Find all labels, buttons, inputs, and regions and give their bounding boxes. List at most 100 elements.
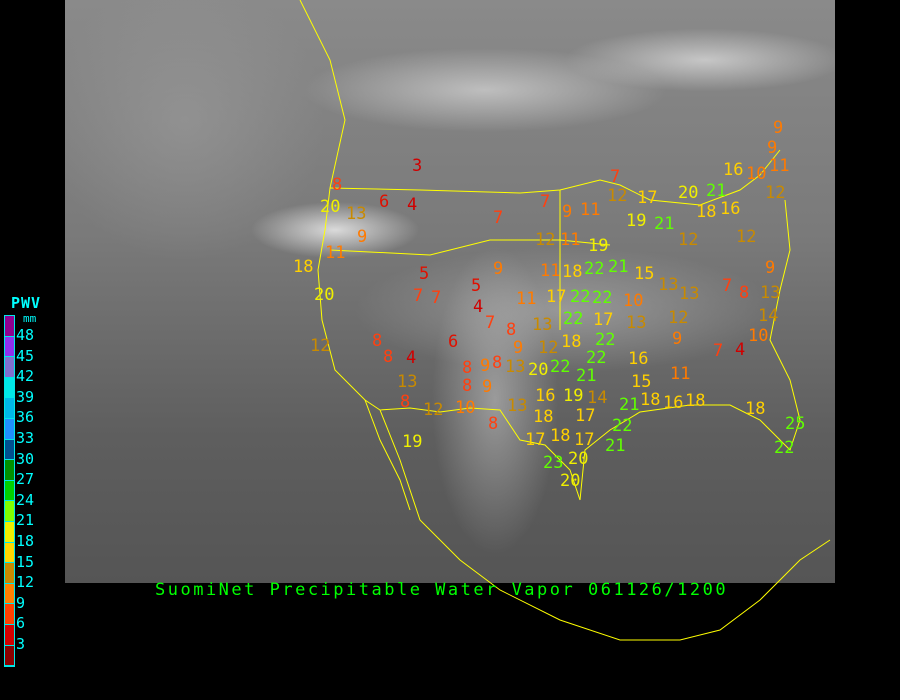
- station-pwv-value: 20: [314, 284, 335, 305]
- station-pwv-value: 11: [540, 260, 561, 281]
- legend-swatch: [5, 563, 14, 584]
- legend-swatch: [5, 377, 14, 399]
- station-pwv-value: 18: [745, 398, 766, 419]
- station-pwv-value: 11: [516, 288, 537, 309]
- station-pwv-value: 8: [492, 352, 503, 373]
- legend-label: 18: [16, 532, 35, 550]
- legend-swatch: [5, 624, 14, 646]
- legend-label: 9: [16, 593, 26, 612]
- station-pwv-value: 10: [746, 163, 767, 184]
- legend-swatch: [5, 398, 14, 419]
- station-pwv-value: 6: [448, 331, 459, 352]
- station-pwv-value: 15: [631, 371, 652, 392]
- station-pwv-value: 21: [619, 394, 640, 415]
- legend-label: 30: [16, 449, 35, 468]
- station-pwv-value: 21: [576, 365, 597, 386]
- canada-provinces: [299, 0, 346, 189]
- legend-label: 27: [16, 470, 35, 489]
- station-pwv-value: 8: [383, 346, 394, 367]
- station-pwv-value: 14: [758, 305, 779, 326]
- legend-label: 3: [16, 635, 26, 653]
- legend-swatch: [5, 645, 14, 667]
- station-pwv-value: 11: [670, 363, 691, 384]
- station-pwv-value: 13: [346, 203, 367, 224]
- station-pwv-value: 4: [473, 296, 484, 317]
- station-pwv-value: 7: [413, 285, 424, 306]
- station-pwv-value: 9: [357, 226, 368, 247]
- legend-label: 33: [16, 429, 35, 447]
- station-pwv-value: 7: [610, 166, 621, 187]
- station-pwv-value: 17: [593, 309, 614, 330]
- station-pwv-value: 22: [550, 356, 571, 377]
- legend-swatch: [5, 316, 14, 337]
- legend-label: 45: [16, 346, 35, 365]
- station-pwv-value: 20: [678, 182, 699, 203]
- legend-swatch: [5, 542, 14, 564]
- station-pwv-value: 11: [560, 229, 581, 250]
- station-pwv-value: 3: [412, 155, 423, 176]
- station-pwv-value: 5: [471, 275, 482, 296]
- station-pwv-value: 8: [400, 391, 411, 412]
- legend-swatch: [5, 521, 14, 543]
- station-pwv-value: 9: [773, 117, 784, 138]
- station-pwv-value: 16: [628, 348, 649, 369]
- station-pwv-value: 17: [575, 405, 596, 426]
- station-pwv-value: 12: [538, 337, 559, 358]
- station-pwv-value: 13: [658, 274, 679, 295]
- station-pwv-value: 13: [507, 395, 528, 416]
- station-pwv-value: 9: [482, 376, 493, 397]
- station-pwv-value: 17: [637, 187, 658, 208]
- station-pwv-value: 7: [540, 191, 551, 212]
- station-pwv-value: 18: [685, 390, 706, 411]
- station-pwv-value: 13: [760, 282, 781, 303]
- mexico-coast: [379, 409, 831, 641]
- color-scale-bar: [4, 315, 15, 668]
- station-pwv-value: 10: [455, 397, 476, 418]
- station-pwv-value: 7: [713, 340, 724, 361]
- station-pwv-value: 16: [720, 198, 741, 219]
- station-pwv-value: 16: [723, 159, 744, 180]
- station-pwv-value: 18: [550, 425, 571, 446]
- station-pwv-value: 12: [678, 229, 699, 250]
- legend-swatch: [5, 418, 14, 440]
- station-pwv-value: 22: [570, 286, 591, 307]
- station-pwv-value: 22: [563, 308, 584, 329]
- station-pwv-value: 12: [765, 182, 786, 203]
- station-pwv-value: 22: [584, 258, 605, 279]
- station-pwv-value: 11: [580, 199, 601, 220]
- station-pwv-value: 10: [623, 290, 644, 311]
- station-pwv-value: 9: [765, 257, 776, 278]
- station-pwv-value: 13: [679, 283, 700, 304]
- station-pwv-value: 18: [562, 261, 583, 282]
- legend-label: 48: [16, 326, 35, 344]
- station-pwv-value: 21: [654, 213, 675, 234]
- station-pwv-value: 17: [546, 286, 567, 307]
- station-pwv-value: 9: [767, 137, 778, 158]
- station-pwv-value: 17: [574, 429, 595, 450]
- station-pwv-value: 19: [563, 385, 584, 406]
- station-pwv-value: 12: [668, 307, 689, 328]
- station-pwv-value: 8: [462, 375, 473, 396]
- station-pwv-value: 4: [406, 347, 417, 368]
- station-pwv-value: 8: [488, 413, 499, 434]
- station-pwv-value: 25: [785, 413, 806, 434]
- station-pwv-value: 12: [607, 185, 628, 206]
- legend-label: 39: [16, 387, 35, 406]
- station-pwv-value: 9: [493, 258, 504, 279]
- legend-swatch: [5, 336, 14, 358]
- station-pwv-value: 4: [735, 339, 746, 360]
- legend-swatch: [5, 501, 14, 522]
- station-pwv-value: 18: [293, 256, 314, 277]
- station-pwv-value: 21: [605, 435, 626, 456]
- station-pwv-value: 9: [513, 337, 524, 358]
- station-pwv-value: 8: [462, 357, 473, 378]
- station-pwv-value: 16: [535, 385, 556, 406]
- station-pwv-value: 22: [612, 415, 633, 436]
- station-pwv-value: 13: [505, 356, 526, 377]
- station-pwv-value: 22: [595, 329, 616, 350]
- station-pwv-value: 12: [423, 399, 444, 420]
- station-pwv-value: 12: [535, 229, 556, 250]
- satellite-image: [65, 0, 835, 583]
- station-pwv-value: 19: [588, 235, 609, 256]
